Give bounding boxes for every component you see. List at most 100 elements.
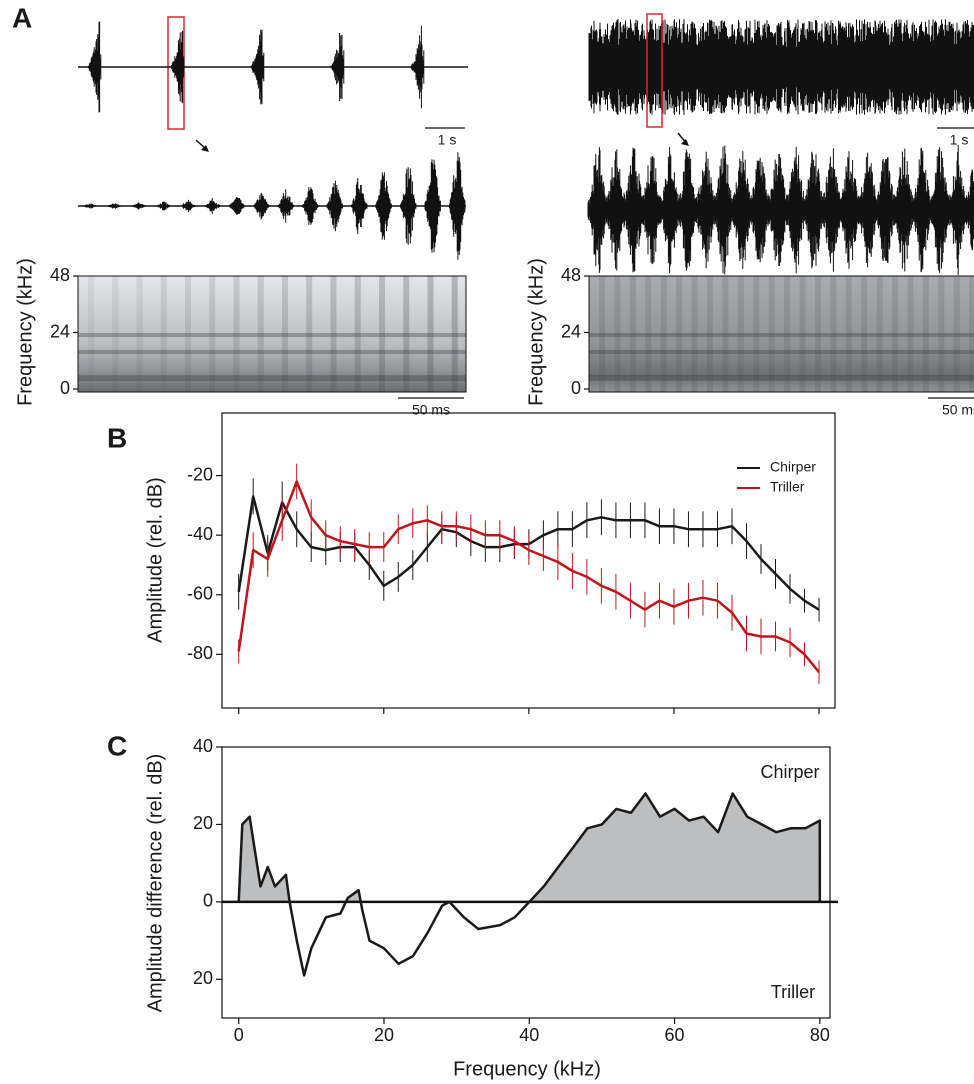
- waveform: [170, 30, 185, 104]
- spectrogram-stripe: [112, 276, 119, 392]
- spectrogram-stripe: [185, 276, 191, 392]
- spectrogram-stripe: [257, 276, 264, 392]
- waveform: [106, 203, 123, 209]
- spectrogram-stripe: [282, 276, 288, 392]
- spectrogram-frame: [77, 275, 467, 393]
- y-axis-label: Frequency (kHz): [14, 258, 36, 406]
- waveform: [839, 151, 861, 269]
- spectrogram-stripe: [614, 276, 621, 392]
- spectrogram-stripe: [354, 276, 361, 392]
- y-tick-label: 24: [561, 321, 581, 341]
- spectrogram-stripe: [799, 276, 806, 392]
- y-tick-label: -60: [187, 584, 213, 604]
- y-tick-label: -80: [187, 643, 213, 663]
- waveform: [803, 151, 825, 269]
- spectrogram-stripe: [88, 276, 94, 392]
- legend-label: Triller: [770, 479, 805, 495]
- scale-bar-label: 50 ms: [412, 402, 450, 418]
- waveform: [929, 147, 951, 273]
- spectrogram-stripe: [706, 276, 713, 392]
- waveform: [605, 149, 627, 271]
- spectrogram-stripe: [645, 276, 652, 392]
- spectrogram-stripe: [907, 276, 914, 392]
- spectrogram-band: [589, 375, 974, 381]
- waveform: [965, 169, 974, 251]
- spectrogram-stripe: [136, 276, 143, 392]
- x-tick-label: 60: [665, 1025, 685, 1045]
- waveform: [250, 29, 265, 105]
- y-tick-label: -40: [187, 524, 213, 544]
- spectrogram-stripe: [427, 276, 434, 392]
- waveform: [749, 157, 771, 263]
- spectrogram-stripe: [451, 276, 458, 392]
- y-axis-label: Amplitude (rel. dB): [144, 477, 166, 643]
- spectrogram-stripe: [160, 276, 167, 392]
- spectrogram-stripe: [660, 276, 667, 392]
- spectrogram-stripe: [379, 276, 385, 392]
- waveform: [947, 145, 969, 275]
- waveform: [400, 167, 417, 245]
- waveform: [179, 199, 196, 213]
- waveform: [253, 192, 270, 220]
- waveform: [81, 203, 98, 209]
- y-tick-label: 48: [50, 265, 70, 285]
- waveform: [351, 178, 368, 234]
- panel-a-left: 1 s 50 ms: [77, 21, 468, 418]
- spectrogram-stripe: [953, 276, 960, 392]
- y-axis-label: Frequency (kHz): [525, 258, 547, 406]
- spectrogram-stripe: [629, 276, 636, 392]
- spectrogram-band: [78, 350, 466, 354]
- spectrogram-frame: [588, 275, 974, 393]
- spectrogram-stripe: [768, 276, 775, 392]
- waveform: [375, 172, 392, 240]
- spectrogram-stripe: [845, 276, 852, 392]
- arrowhead: [681, 139, 689, 146]
- scale-bar-label: 1 s: [438, 132, 457, 148]
- area-fill: [238, 793, 820, 902]
- zoom-box: [646, 13, 663, 128]
- spectrogram-stripe: [814, 276, 821, 392]
- waveform: [204, 197, 221, 215]
- spectrogram-stripe: [892, 276, 899, 392]
- waveform: [330, 33, 345, 101]
- waveform: [785, 146, 807, 274]
- y-axis-label: Amplitude difference (rel. dB): [144, 754, 166, 1013]
- x-tick-label: 20: [374, 1025, 394, 1045]
- spectrogram-band: [78, 375, 466, 381]
- annotation: Triller: [771, 982, 815, 1002]
- spectrogram-stripe: [233, 276, 240, 392]
- panel-label: C: [107, 730, 127, 761]
- annotation: Chirper: [760, 762, 819, 782]
- y-tick-label: 20: [193, 968, 213, 988]
- waveform: [641, 155, 663, 265]
- x-tick-label: 0: [234, 1025, 244, 1045]
- spectrogram-stripe: [403, 276, 410, 392]
- spectrogram-stripe: [722, 276, 729, 392]
- series-line: [237, 480, 820, 673]
- waveform: [677, 149, 699, 271]
- waveform: [713, 145, 735, 275]
- spectrogram-stripe: [306, 276, 313, 392]
- waveform: [875, 157, 897, 263]
- x-axis-label: Frequency (kHz): [453, 1058, 601, 1080]
- panel-a-right: 1 s 50 ms: [587, 13, 974, 418]
- x-tick-label: 80: [810, 1025, 830, 1045]
- spectrogram-stripe: [922, 276, 929, 392]
- waveform: [821, 148, 843, 272]
- waveform: [767, 154, 789, 266]
- scale-bar-label: 1 s: [950, 132, 969, 148]
- x-tick-label: 40: [519, 1025, 539, 1045]
- waveform: [130, 202, 147, 210]
- waveform: [424, 159, 441, 253]
- spectrogram-stripe: [676, 276, 683, 392]
- waveform: [587, 147, 609, 273]
- spectrogram-band: [589, 333, 974, 337]
- waveform: [695, 151, 717, 269]
- spectrogram-stripe: [969, 276, 974, 392]
- series-line: [237, 792, 822, 977]
- waveform: [228, 197, 245, 215]
- spectrogram-stripe: [330, 276, 337, 392]
- waveform: [449, 152, 466, 260]
- waveform: [623, 147, 645, 273]
